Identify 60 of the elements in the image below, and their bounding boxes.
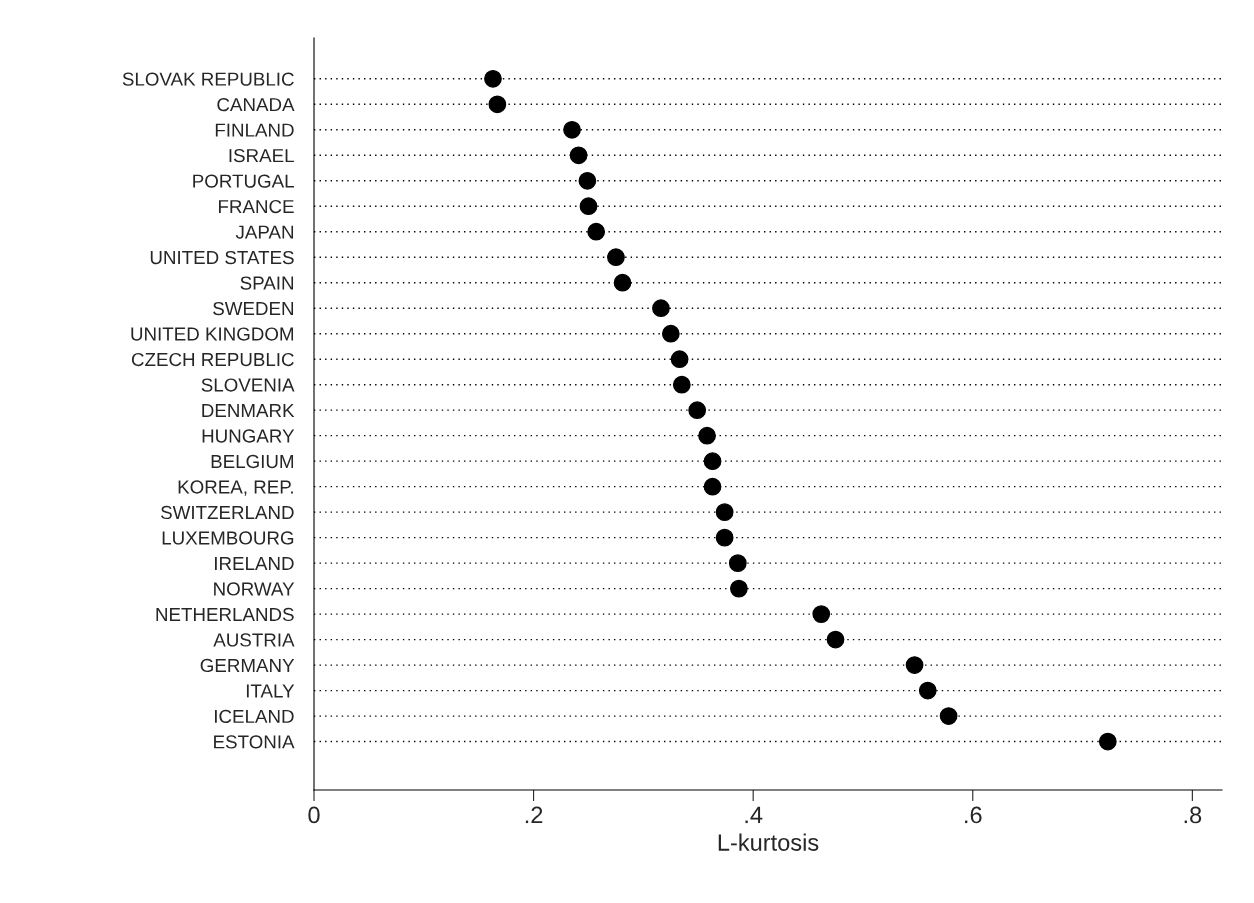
y-tick-label: FRANCE (219, 199, 294, 214)
point (1098, 732, 1117, 751)
y-tick-label: CANADA (217, 97, 295, 112)
y-tick-label: UNITED KINGDOM (131, 327, 294, 341)
y-tick-label: GERMANY (200, 658, 295, 673)
point (728, 554, 747, 572)
y-tick-label: ICELAND (215, 709, 294, 724)
point (826, 630, 845, 649)
point (488, 95, 507, 114)
x-tick-label: .6 (965, 806, 982, 824)
point (578, 171, 597, 190)
point (730, 579, 748, 598)
point (484, 69, 502, 88)
point (652, 299, 670, 318)
y-tick-label: HUNGARY (202, 429, 295, 443)
y-tick-label: AUSTRIA (213, 633, 295, 647)
x-tick-label: 0 (308, 806, 320, 824)
point (812, 605, 831, 623)
y-tick-label: PORTUGAL (193, 174, 294, 188)
x-tick-label: .8 (1184, 806, 1202, 824)
point (563, 120, 581, 139)
y-tick-label: ITALY (246, 684, 295, 698)
y-tick-label: UNITED STATES (150, 250, 294, 265)
y-tick-label: IRELAND (215, 557, 294, 570)
y-tick-label: NETHERLANDS (156, 607, 294, 622)
y-tick-label: BELGIUM (211, 454, 294, 469)
point (703, 452, 722, 471)
point (569, 146, 588, 165)
y-tick-label: JAPAN (235, 225, 294, 239)
point (939, 707, 958, 725)
point (918, 681, 937, 700)
x-tick-label: .4 (745, 806, 763, 824)
point (672, 375, 691, 394)
y-tick-label: SLOVAK REPUBLIC (122, 72, 294, 86)
y-tick-label: DENMARK (202, 404, 295, 417)
point (607, 248, 625, 267)
point (703, 477, 722, 496)
y-tick-label: SLOVENIA (201, 378, 295, 392)
y-tick-label: SPAIN (240, 276, 294, 290)
point (698, 426, 716, 445)
y-tick-label: KOREA, REP. (178, 480, 293, 496)
x-axis-title: L-kurtosis (718, 833, 819, 851)
point (661, 324, 680, 343)
y-tick-label: ISRAEL (229, 148, 294, 163)
point (715, 503, 734, 522)
y-tick-label: LUXEMBOURG (162, 531, 294, 545)
point (688, 401, 707, 420)
point (579, 197, 598, 216)
point (587, 222, 606, 241)
x-tick-label: .2 (525, 806, 543, 824)
y-tick-label: CZECH REPUBLIC (131, 352, 294, 367)
point (715, 528, 734, 547)
y-tick-label: SWITZERLAND (161, 505, 294, 520)
y-tick-label: SWEDEN (213, 301, 294, 316)
point (905, 656, 924, 674)
point (670, 350, 689, 369)
y-tick-label: ESTONIA (214, 735, 295, 749)
point (613, 273, 632, 292)
y-tick-label: NORWAY (214, 582, 295, 596)
y-tick-label: FINLAND (215, 123, 294, 137)
